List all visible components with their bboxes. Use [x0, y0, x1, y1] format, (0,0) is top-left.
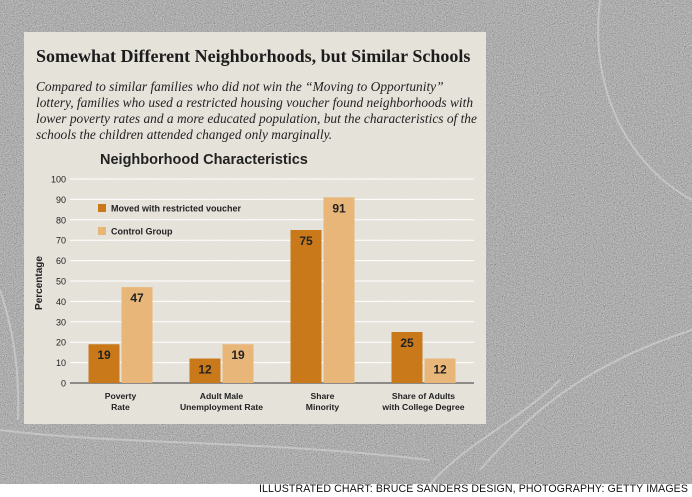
bar-value-label: 12: [433, 363, 447, 377]
bar-value-label: 19: [97, 348, 111, 362]
x-category-label: Adult Male: [200, 391, 244, 401]
y-tick-label: 60: [56, 256, 66, 266]
x-category-label: Unemployment Rate: [180, 402, 263, 412]
x-category-label: Rate: [111, 402, 130, 412]
bar: [424, 358, 456, 383]
y-tick-label: 90: [56, 195, 66, 205]
y-tick-label: 10: [56, 358, 66, 368]
x-category-label: Share of Adults: [392, 391, 455, 401]
bar: [290, 230, 322, 383]
legend-swatch-voucher: [98, 204, 106, 212]
legend-swatch-control: [98, 227, 106, 235]
bar: [222, 344, 254, 383]
y-axis-ticks: 0 10 20 30 40 50 60 70 80 90 100: [51, 175, 66, 389]
x-category-label: with College Degree: [381, 402, 464, 412]
page-subtitle: Compared to similar families who did not…: [36, 79, 477, 142]
x-category-label: Minority: [306, 402, 340, 412]
y-tick-label: 0: [61, 379, 66, 389]
y-tick-label: 30: [56, 317, 66, 327]
chart-title: Neighborhood Characteristics: [100, 152, 308, 168]
y-tick-label: 70: [56, 236, 66, 246]
bar-value-label: 12: [198, 363, 212, 377]
bar-value-label: 19: [231, 348, 245, 362]
x-category-label: Poverty: [105, 391, 137, 401]
bar-value-label: 25: [400, 336, 414, 350]
bar-value-label: 91: [332, 201, 346, 215]
y-tick-label: 80: [56, 215, 66, 225]
bar: [121, 287, 153, 383]
legend-label-control: Control Group: [111, 227, 173, 237]
bar-value-label: 75: [299, 234, 313, 248]
bar: [189, 358, 221, 383]
page-title: Somewhat Different Neighborhoods, but Si…: [36, 46, 471, 66]
y-tick-label: 50: [56, 277, 66, 287]
y-axis-label: Percentage: [34, 256, 45, 310]
y-tick-label: 100: [51, 175, 66, 185]
legend-label-voucher: Moved with restricted voucher: [111, 204, 242, 214]
bar: [88, 344, 120, 383]
y-tick-label: 40: [56, 297, 66, 307]
photo-credit: ILLUSTRATED CHART: BRUCE SANDERS DESIGN,…: [258, 483, 688, 495]
x-category-label: Share: [311, 391, 335, 401]
bars: 19 47 12 19 75 91 25 12: [88, 197, 456, 383]
legend: Moved with restricted voucher Control Gr…: [98, 204, 242, 237]
bar: [391, 332, 423, 383]
bar: [323, 197, 355, 383]
y-tick-label: 20: [56, 338, 66, 348]
bar-value-label: 47: [130, 291, 144, 305]
